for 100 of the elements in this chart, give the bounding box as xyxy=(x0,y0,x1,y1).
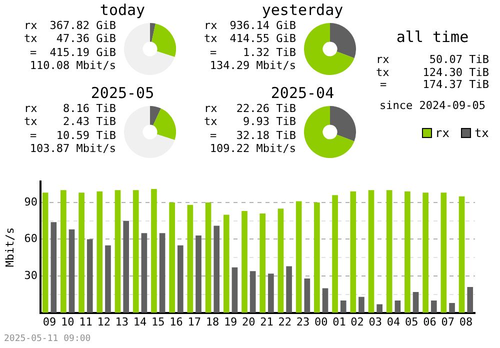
y-tick-label: 30 xyxy=(24,268,38,282)
text: 110.08 Mbit/s xyxy=(30,58,116,72)
bar xyxy=(214,226,220,313)
x-tick-label: 19 xyxy=(224,315,238,328)
bar xyxy=(358,296,364,313)
bar xyxy=(169,202,175,313)
x-tick-label: 21 xyxy=(260,315,274,328)
y-tick-label: 90 xyxy=(24,195,38,208)
bar xyxy=(278,208,284,313)
bar xyxy=(260,213,266,313)
bar xyxy=(50,222,57,313)
bar xyxy=(96,191,103,313)
x-tick-label: 01 xyxy=(332,315,346,328)
chart-title: 2025-04 xyxy=(270,84,334,102)
bar xyxy=(350,191,356,313)
text: rx 22.26 TiB xyxy=(204,102,296,115)
legend-label: tx xyxy=(474,126,489,140)
text: all time xyxy=(396,28,469,46)
y-tick-label: 60 xyxy=(24,232,38,246)
text: tx 124.30 TiB xyxy=(376,66,489,78)
text: tx 9.93 TiB xyxy=(204,114,296,128)
text: rx 936.14 GiB xyxy=(204,19,296,32)
bar xyxy=(151,188,157,313)
bar xyxy=(86,239,93,313)
text: 134.29 Mbit/s xyxy=(210,58,296,72)
x-tick-label: 13 xyxy=(115,315,129,328)
bar xyxy=(322,288,328,313)
text: = 415.19 GiB xyxy=(30,46,116,59)
chart-title: yesterday xyxy=(262,1,344,19)
bar xyxy=(440,192,447,313)
x-tick-label: 10 xyxy=(60,315,74,328)
text: rx 367.82 GiB xyxy=(24,19,116,32)
bar xyxy=(376,304,382,313)
bar xyxy=(304,278,310,313)
x-tick-label: 05 xyxy=(405,315,418,328)
bar xyxy=(314,202,320,313)
bar xyxy=(78,192,84,313)
bar xyxy=(42,192,48,313)
bar xyxy=(422,192,428,313)
bar xyxy=(332,195,338,313)
text: 109.22 Mbit/s xyxy=(210,142,296,154)
bar xyxy=(467,287,474,313)
bar xyxy=(105,245,111,313)
x-tick-label: 03 xyxy=(368,315,382,328)
bar xyxy=(250,271,256,313)
x-tick-label: 06 xyxy=(423,315,436,328)
x-tick-label: 00 xyxy=(314,315,328,328)
bar xyxy=(386,190,392,313)
legend-label: rx xyxy=(435,126,450,140)
x-tick-label: 12 xyxy=(97,315,110,328)
bar xyxy=(141,233,148,313)
bar xyxy=(196,236,202,313)
bar xyxy=(187,204,194,313)
bar xyxy=(159,233,166,313)
text: tx 414.55 GiB xyxy=(204,32,296,44)
x-tick-label: 20 xyxy=(242,315,256,328)
x-tick-label: 15 xyxy=(152,315,165,328)
chart-title: 2025-05 xyxy=(90,84,154,102)
x-tick-label: 08 xyxy=(459,315,473,328)
bar xyxy=(394,300,401,313)
bar xyxy=(123,220,130,313)
bar xyxy=(286,266,292,313)
x-tick-label: 07 xyxy=(441,315,454,328)
x-tick-label: 14 xyxy=(133,315,148,328)
y-axis-title: Mbit/s xyxy=(3,227,16,268)
chart-title: today xyxy=(100,1,146,19)
text: = 174.37 TiB xyxy=(380,78,489,91)
bar xyxy=(132,190,139,313)
x-tick-label: 04 xyxy=(386,315,401,328)
bar xyxy=(114,190,121,313)
text: since 2024-09-05 xyxy=(380,98,486,112)
x-tick-label: 09 xyxy=(42,315,56,328)
bar xyxy=(205,202,212,313)
bar xyxy=(223,214,230,313)
bar xyxy=(268,274,274,313)
bar xyxy=(296,201,302,313)
x-tick-label: 17 xyxy=(188,315,201,328)
x-tick-label: 18 xyxy=(206,315,220,328)
bar xyxy=(232,267,238,313)
bar xyxy=(68,229,75,313)
x-tick-label: 02 xyxy=(350,315,364,328)
bar xyxy=(242,211,248,313)
bar xyxy=(412,292,419,313)
text: tx 2.43 TiB xyxy=(24,114,116,128)
bar xyxy=(430,300,437,313)
bar xyxy=(60,190,66,313)
text: rx 8.16 TiB xyxy=(24,102,116,115)
text: = 32.18 TiB xyxy=(210,129,296,142)
x-tick-label: 11 xyxy=(79,315,92,328)
text: rx 50.07 TiB xyxy=(376,53,489,66)
x-tick-label: 22 xyxy=(278,315,292,328)
bar xyxy=(177,245,184,313)
bar xyxy=(404,191,410,313)
bar xyxy=(340,300,346,313)
text: = 1.32 TiB xyxy=(210,46,296,59)
text: 2025-05-11 09:00 xyxy=(4,334,91,344)
bar xyxy=(368,190,374,313)
text: tx 47.36 GiB xyxy=(24,32,116,44)
bar xyxy=(449,302,455,313)
text: 103.87 Mbit/s xyxy=(30,142,116,154)
